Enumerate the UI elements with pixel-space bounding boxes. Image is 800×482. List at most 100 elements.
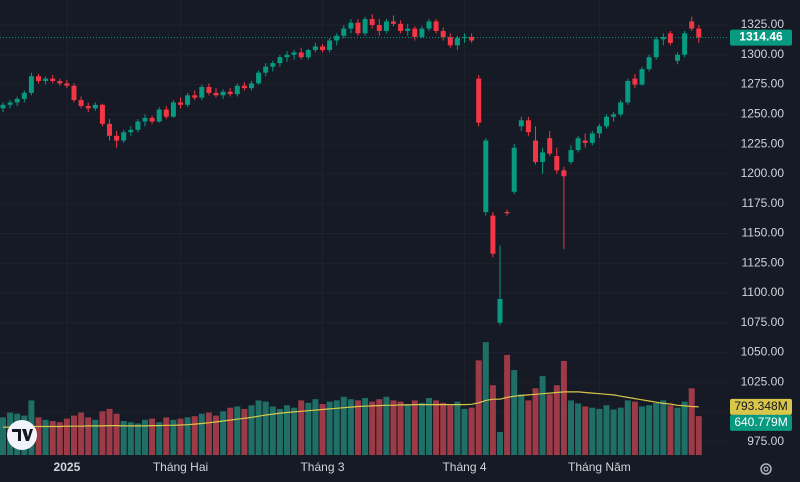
candle-body: [291, 52, 297, 55]
candle-body: [43, 78, 49, 81]
volume-bar: [35, 417, 42, 455]
candle-body: [277, 57, 283, 64]
candle-body: [504, 212, 510, 214]
candle-body: [462, 36, 467, 39]
volume-bar: [518, 394, 525, 455]
volume-bar: [49, 421, 56, 455]
volume-bar: [284, 405, 290, 455]
candle-body: [682, 33, 688, 55]
volume-bar: [305, 402, 312, 455]
volume-bar: [631, 401, 638, 455]
volume-bar: [213, 415, 219, 455]
volume-bar: [511, 370, 518, 455]
candle-body: [398, 23, 404, 31]
candle-body: [383, 21, 389, 31]
volume-bar: [198, 413, 205, 455]
volume-bar: [440, 402, 447, 455]
candle-body: [107, 123, 112, 136]
volume-bar: [575, 403, 582, 455]
tradingview-logo[interactable]: [7, 420, 37, 450]
candle-body: [256, 72, 262, 84]
volume-bar: [681, 401, 688, 455]
volume-bar: [646, 405, 653, 455]
candle-body: [632, 78, 638, 85]
volume-bar: [276, 408, 283, 455]
volume-bar: [433, 400, 440, 455]
volume-bar: [482, 342, 489, 455]
volume-bar: [113, 413, 120, 455]
candle-body: [696, 28, 702, 38]
y-tick-label: 1200.00: [741, 166, 785, 180]
volume-bar: [85, 417, 92, 455]
candle-body: [71, 85, 77, 101]
candle-body: [199, 86, 205, 98]
candle-body: [639, 69, 645, 85]
volume-bar: [227, 407, 234, 455]
candle-body: [454, 38, 460, 46]
volume-bar: [0, 417, 6, 455]
volume-bar: [241, 408, 248, 455]
volume-bar: [234, 406, 241, 455]
volume-bar: [142, 419, 148, 455]
y-tick-label: 1150.00: [742, 226, 785, 240]
candle-body: [568, 150, 574, 162]
volume-bar: [553, 385, 560, 455]
candle-body: [0, 104, 6, 109]
y-tick-label: 975.00: [747, 434, 784, 448]
volume-bar: [248, 405, 255, 455]
volume-bar: [71, 415, 77, 455]
volume-bar: [603, 405, 610, 455]
candle-body: [249, 83, 254, 89]
y-tick-label: 1025.00: [741, 375, 785, 389]
volume-bar: [156, 422, 163, 455]
candle-body: [689, 21, 695, 29]
candle-body: [142, 117, 148, 122]
volume-bar: [475, 360, 482, 455]
candle-body: [36, 76, 41, 81]
volume-bar: [674, 407, 681, 455]
candle-body: [376, 25, 382, 31]
volume-bar: [106, 408, 113, 455]
candle-body: [156, 109, 162, 122]
candle-body: [178, 102, 183, 105]
candle-body: [305, 50, 311, 58]
candle-body: [7, 102, 13, 105]
volume-bar: [532, 388, 539, 455]
volume-bar: [347, 399, 354, 455]
candle-body: [128, 129, 134, 133]
candle-body: [675, 54, 680, 61]
volume-bar: [191, 416, 198, 455]
candle-body: [589, 133, 595, 143]
volume-bar: [184, 417, 191, 455]
y-tick-label: 1275.00: [741, 77, 785, 91]
candle-body: [660, 36, 666, 40]
volume-bar: [447, 405, 454, 455]
candle-body: [604, 116, 609, 127]
volume-bar: [291, 407, 298, 455]
candle-body: [14, 98, 20, 103]
candle-body: [206, 86, 212, 93]
candle-body: [618, 102, 624, 115]
candle-body: [78, 100, 84, 107]
volume-bar: [177, 418, 184, 455]
x-tick-label: Tháng Hai: [153, 460, 208, 474]
candle-body: [433, 21, 439, 31]
candle-body: [497, 298, 503, 323]
volume-bar: [120, 421, 127, 455]
volume-bar: [426, 397, 432, 455]
candle-body: [533, 140, 538, 162]
settings-icon[interactable]: [760, 463, 772, 475]
volume-bar: [376, 399, 383, 455]
candle-body: [625, 80, 631, 103]
volume-bar: [497, 431, 503, 455]
volume-bar: [383, 396, 390, 455]
volume-bar: [269, 406, 276, 455]
candle-body: [596, 126, 602, 134]
volume-bar: [560, 360, 567, 455]
candle-body: [525, 120, 531, 133]
candle-body: [362, 19, 368, 34]
candle-body: [667, 33, 673, 43]
candle-body: [57, 80, 63, 84]
volume-bar: [504, 354, 511, 455]
